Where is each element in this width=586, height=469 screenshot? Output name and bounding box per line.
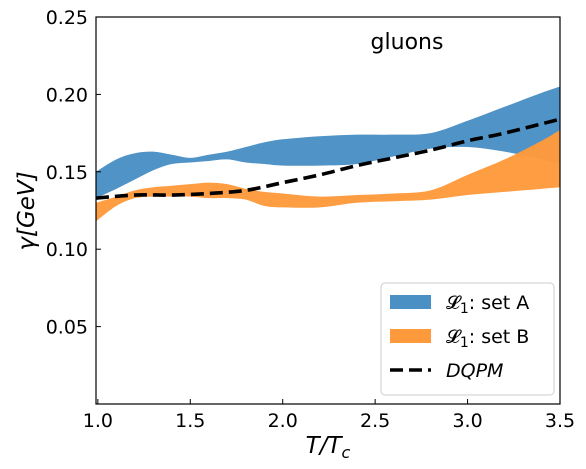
plot-frame [95,16,561,405]
band-series-1 [96,86,560,199]
plot-area [95,86,561,222]
y-tick-label: 0.10 [46,239,88,261]
band-series-2 [96,130,560,222]
y-tick-label: 0.15 [46,162,88,184]
legend-swatch [390,295,431,309]
y-tick-label: 0.25 [46,7,88,29]
x-tick-label: 2.0 [268,410,298,432]
legend-entry-dqpm: DQPM [446,360,503,382]
x-axis-label-sub: c [342,443,351,462]
legend: 𝓛1: set A 𝓛1: set B DQPM [380,282,555,396]
x-tick-label: 3.0 [452,410,482,432]
x-tick-label: 1.0 [83,410,113,432]
x-tick-label: 1.5 [175,410,205,432]
chart-annotation: gluons [371,30,444,55]
x-tick-label: 2.5 [360,410,390,432]
x-axis-label: T/Tc [306,433,351,462]
axis-ticks: 1.0 1.5 2.0 2.5 3.0 3.5 0.05 0.10 0.15 0.20 0.25 [46,7,575,432]
y-tick-label: 0.05 [46,317,88,339]
y-tick-label: 0.20 [46,84,88,106]
legend-box [380,282,555,396]
y-axis-label: γ[GeV] [14,171,40,250]
x-axis-label-main: T/T [306,433,344,459]
legend-entry-1: 𝓛1: set A [446,292,529,317]
legend-swatch [390,329,431,343]
legend-entry-2: 𝓛1: set B [446,326,529,351]
x-tick-label: 3.5 [545,410,575,432]
